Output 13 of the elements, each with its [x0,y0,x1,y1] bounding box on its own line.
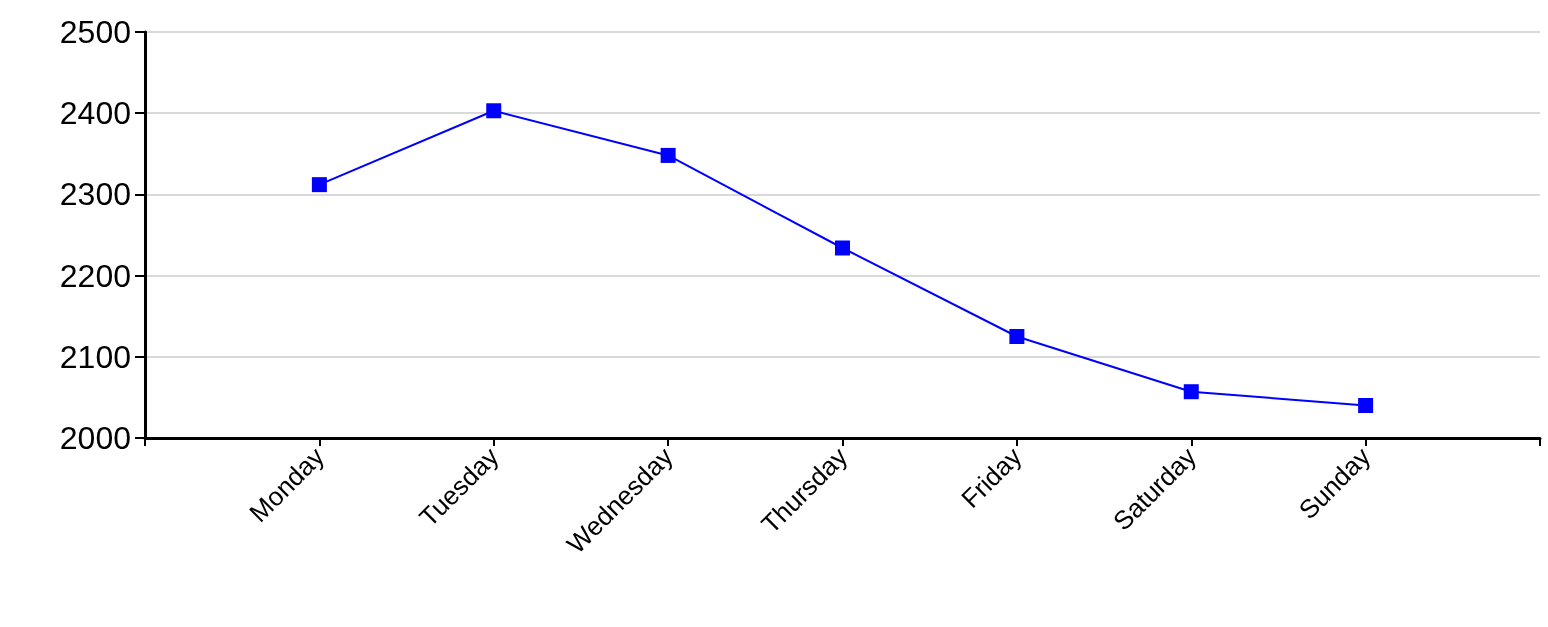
y-tick-label: 2100 [59,338,131,375]
point [311,177,327,193]
y-tick-label: 2400 [59,95,131,132]
y-tick-label: 2500 [59,14,131,50]
y-tick-label: 2200 [59,257,131,294]
point [1358,398,1374,414]
y-tick-label: 2000 [59,420,131,456]
point [660,147,676,163]
point [486,103,502,119]
point [835,240,850,256]
point [1009,329,1025,344]
y-tick-label: 2300 [59,176,131,213]
point [1183,384,1199,400]
